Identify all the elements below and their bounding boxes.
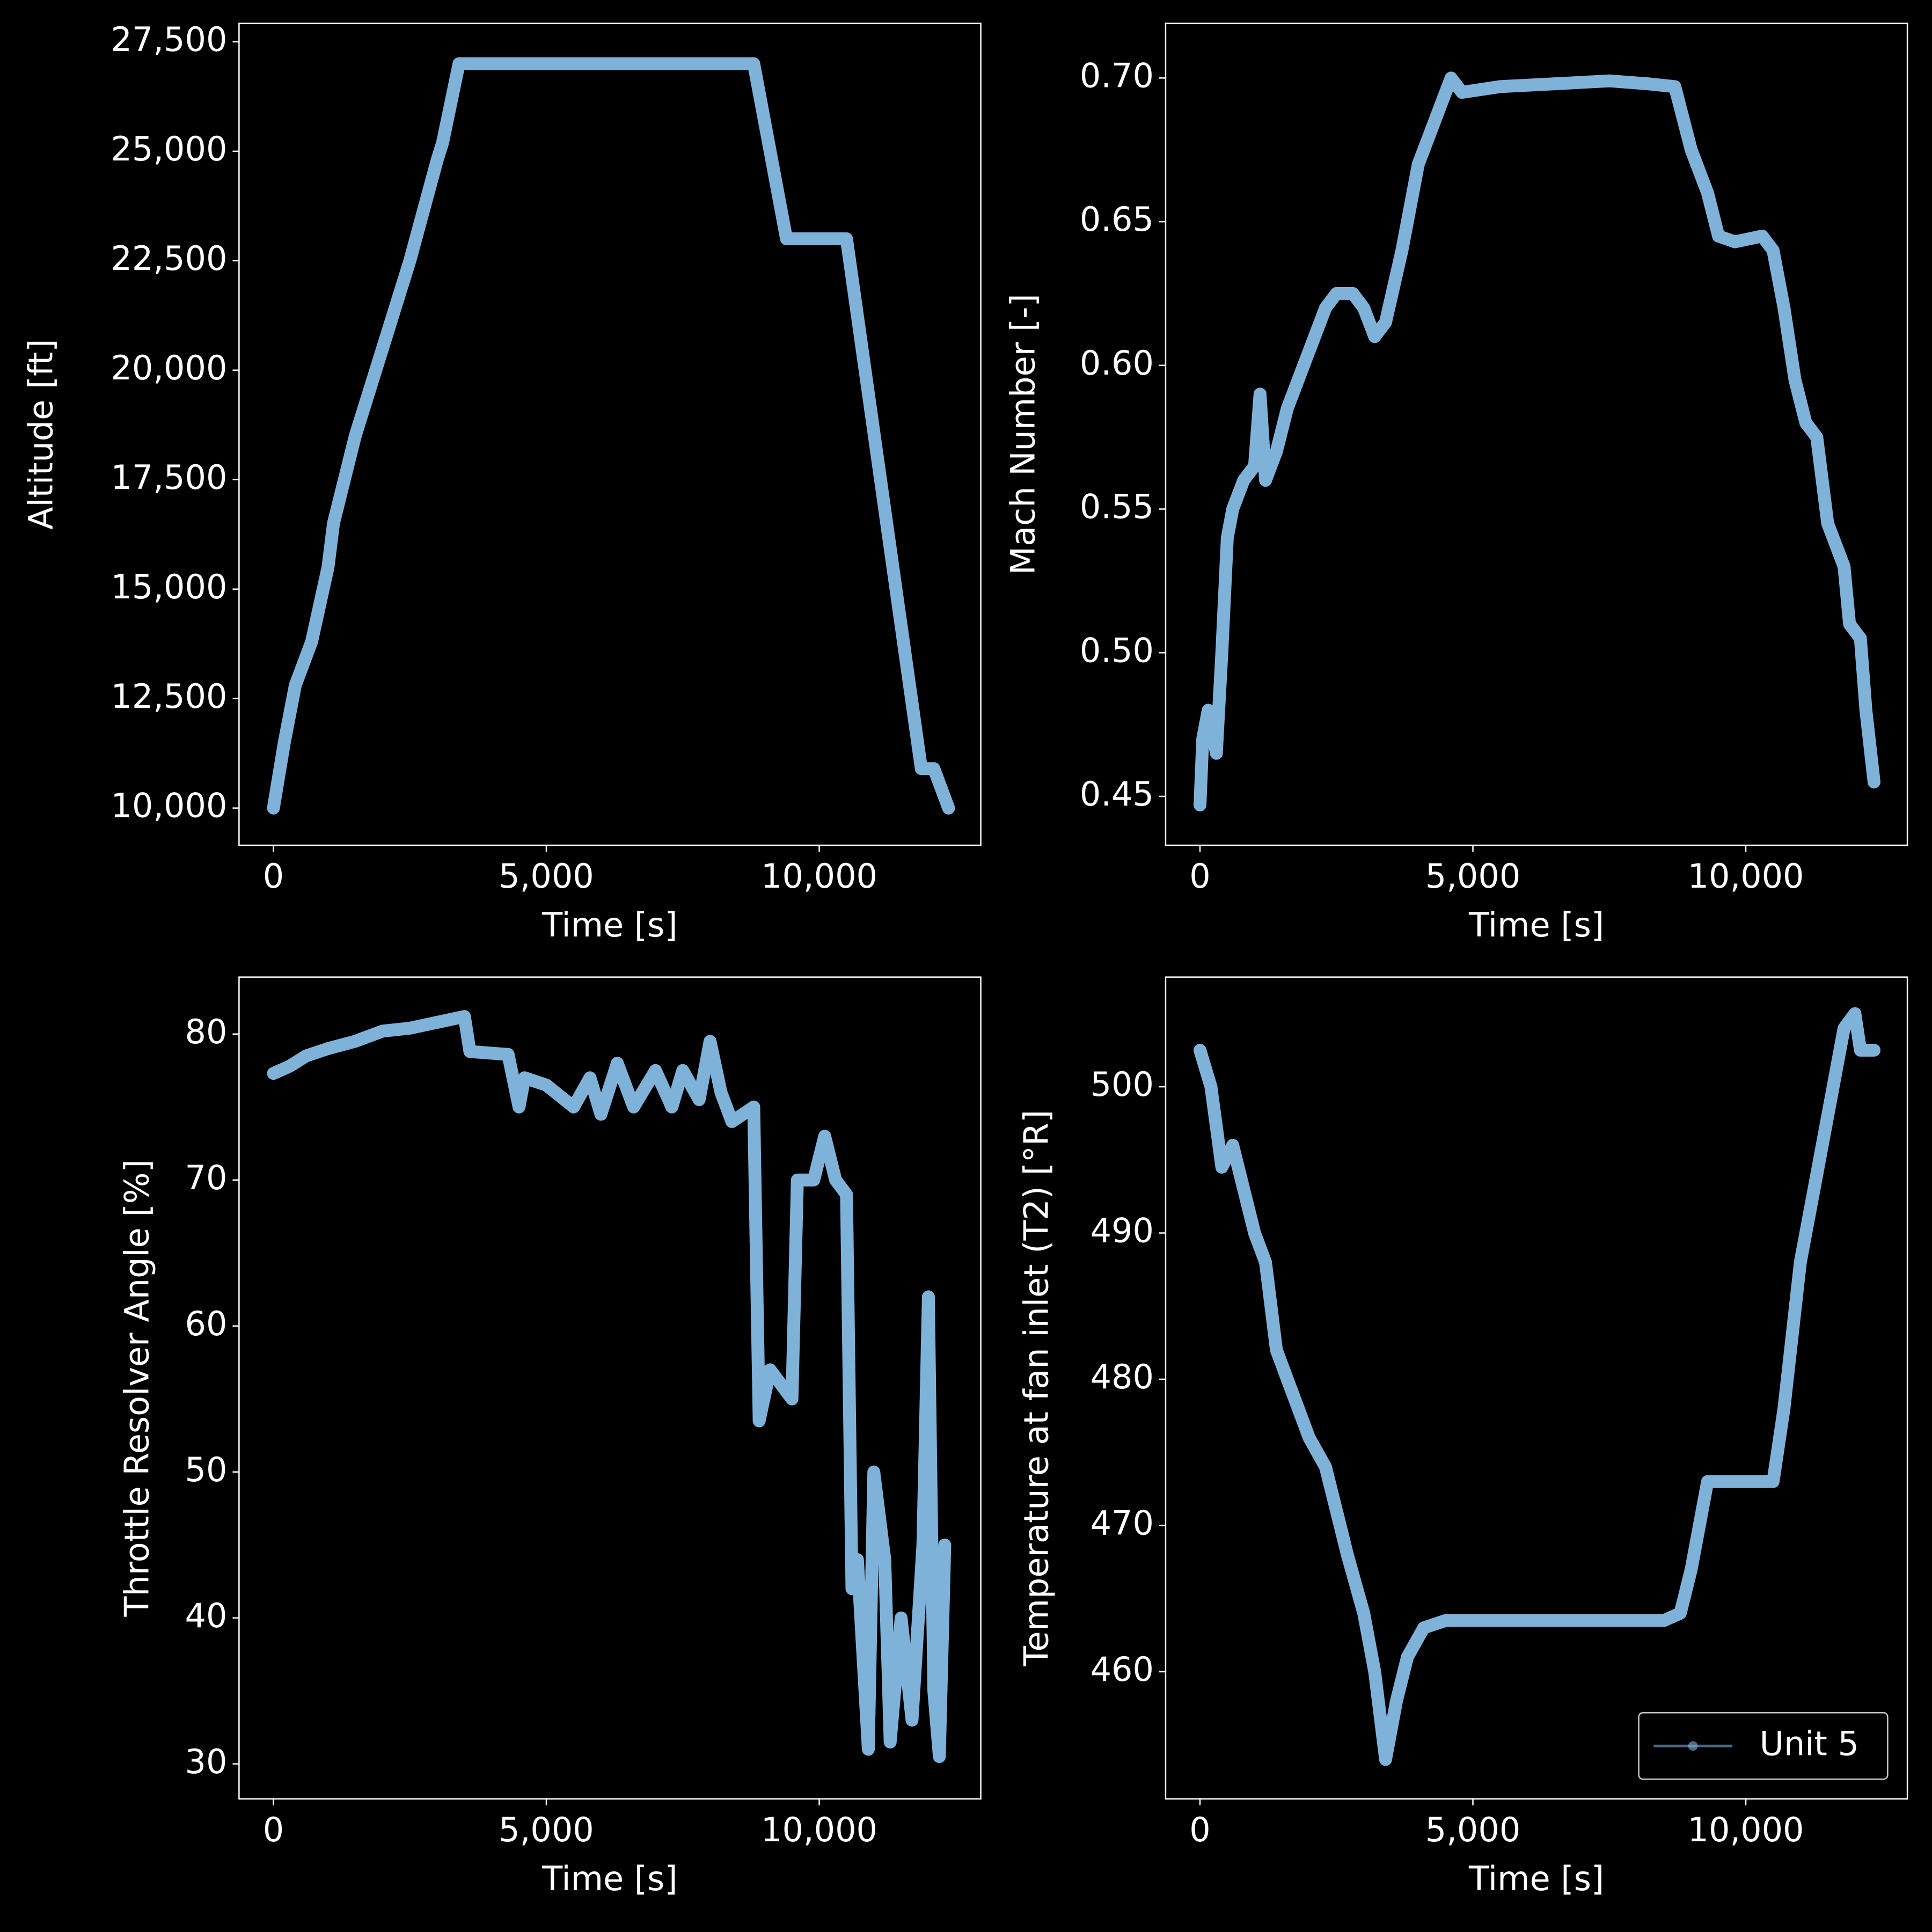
x-tick-label: 10,000 (761, 1810, 877, 1849)
x-tick-label: 10,000 (761, 857, 877, 896)
axes-frame (1165, 23, 1908, 846)
x-tick-label: 0 (263, 857, 284, 896)
subplot: 0 5,000 10,000 30 40 50 60 70 80 Time [s] Throttle… (118, 976, 982, 1898)
y-axis-label: Temperature at fan inlet (T2) [°R] (1017, 1110, 1056, 1667)
y-tick-label: 0.50 (1080, 631, 1154, 670)
y-tick-label: 10,000 (111, 786, 227, 825)
y-tick-label: 0.60 (1080, 343, 1154, 383)
subplot: 0 5,000 10,000 10,000 12,500 15,000 17,500 20,0… (21, 20, 982, 945)
x-tick-label: 5,000 (499, 857, 594, 896)
x-tick-label: 5,000 (499, 1810, 594, 1849)
y-tick-label: 500 (1091, 1065, 1154, 1104)
legend-label: Unit 5 (1760, 1724, 1859, 1763)
data-line (267, 57, 955, 815)
y-tick-label: 17,500 (111, 458, 227, 497)
x-axis-label: Time [s] (541, 905, 677, 945)
x-tick-label: 0 (1189, 1810, 1210, 1849)
y-tick-label: 490 (1091, 1211, 1154, 1250)
x-tick-label: 10,000 (1688, 1810, 1804, 1849)
y-tick-label: 22,500 (111, 239, 227, 278)
y-tick-label: 80 (185, 1012, 228, 1051)
legend-frame (1638, 1712, 1889, 1780)
x-axis-label: Time [s] (541, 1859, 677, 1898)
y-tick-label: 70 (185, 1158, 228, 1197)
y-tick-label: 50 (185, 1450, 228, 1489)
y-tick-label: 27,500 (111, 20, 227, 59)
y-tick-label: 0.65 (1080, 200, 1154, 239)
plot-area (267, 1010, 952, 1763)
data-line (1194, 71, 1880, 811)
axes-frame (1165, 976, 1908, 1800)
y-tick-label: 15,000 (111, 567, 227, 606)
x-axis-label: Time [s] (1468, 1859, 1604, 1898)
y-tick-label: 60 (185, 1304, 228, 1343)
x-tick-label: 5,000 (1425, 1810, 1521, 1849)
y-tick-label: 470 (1091, 1504, 1154, 1543)
legend: Unit 5 (1638, 1712, 1889, 1780)
y-axis-label: Throttle Resolver Angle [%] (118, 1159, 157, 1617)
plot-area (1194, 71, 1880, 811)
data-line (1194, 1007, 1880, 1766)
y-axis-label: Mach Number [-] (1003, 294, 1042, 575)
subplot: 0 5,000 10,000 0.45 0.50 0.55 0.60 0.65 0.70 Time… (1003, 23, 1908, 945)
x-tick-label: 0 (263, 1810, 284, 1849)
y-tick-label: 460 (1091, 1650, 1154, 1689)
y-axis-label: Altitude [ft] (21, 339, 60, 530)
x-tick-label: 0 (1189, 857, 1210, 896)
axes-frame (238, 23, 982, 846)
x-axis-label: Time [s] (1468, 905, 1604, 945)
y-tick-label: 25,000 (111, 129, 227, 169)
y-tick-label: 480 (1091, 1357, 1154, 1396)
y-tick-label: 0.70 (1080, 56, 1154, 95)
y-tick-label: 0.55 (1080, 487, 1154, 526)
data-line (267, 1010, 952, 1763)
x-tick-label: 10,000 (1688, 857, 1804, 896)
y-tick-label: 12,500 (111, 677, 227, 716)
y-tick-label: 0.45 (1080, 774, 1154, 814)
axes-frame (238, 976, 982, 1800)
plot-area (1194, 1007, 1880, 1766)
y-tick-label: 40 (185, 1596, 228, 1635)
y-tick-label: 30 (185, 1742, 228, 1781)
x-tick-label: 5,000 (1425, 857, 1521, 896)
subplot: 0 5,000 10,000 460 470 480 490 500 Time [s] Tempe… (1017, 976, 1908, 1898)
legend-marker (1688, 1741, 1698, 1751)
plot-area (267, 57, 955, 815)
y-tick-label: 20,000 (111, 348, 227, 387)
